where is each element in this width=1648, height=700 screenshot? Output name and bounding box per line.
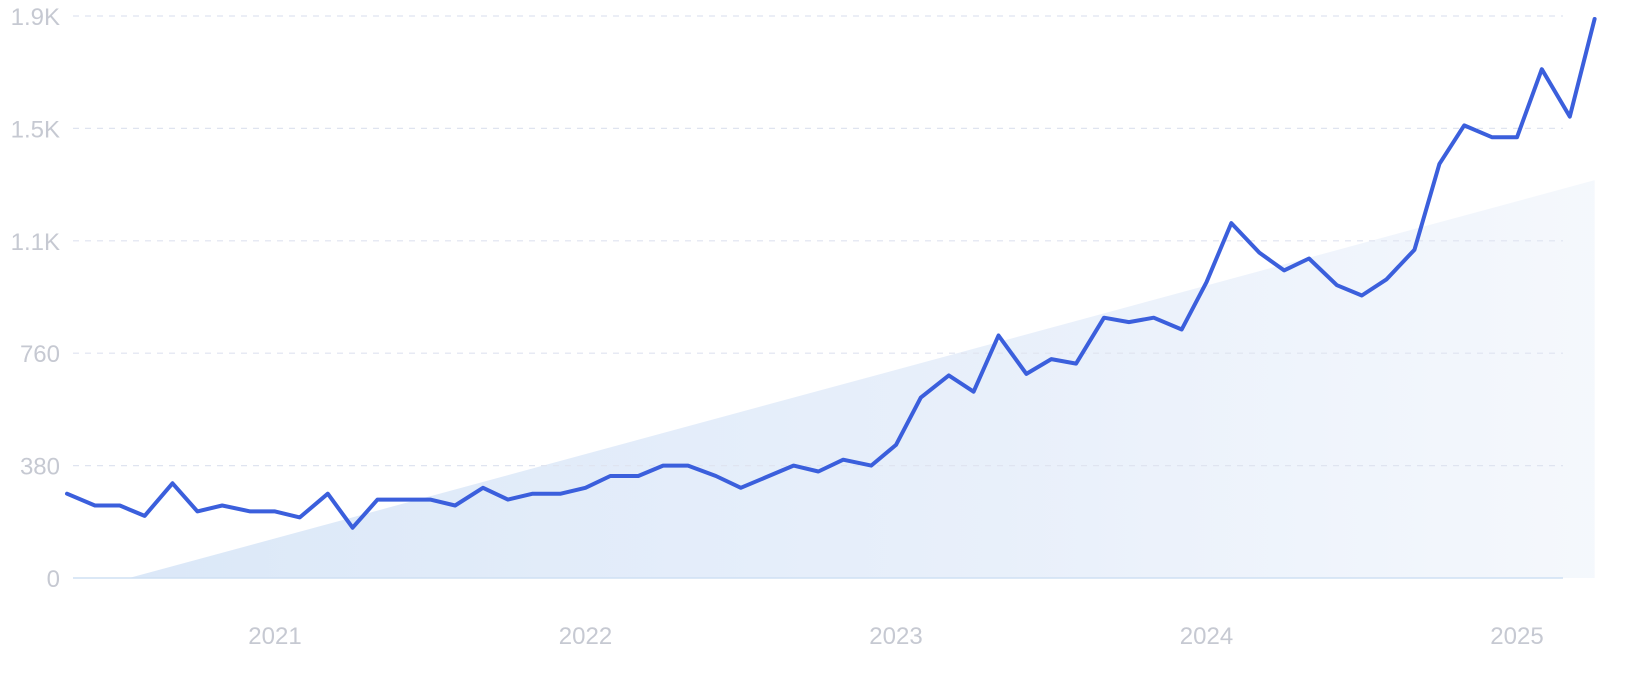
x-tick-label: 2022 — [559, 623, 612, 650]
data-point — [480, 485, 486, 491]
data-point — [1334, 282, 1340, 288]
data-point — [1151, 315, 1157, 321]
y-tick-label: 760 — [20, 341, 60, 368]
data-point — [1023, 371, 1029, 377]
data-point — [1228, 220, 1234, 226]
data-point — [247, 508, 253, 514]
data-point — [142, 513, 148, 519]
data-point — [607, 473, 613, 479]
grid-layer — [73, 15, 1563, 579]
data-point — [946, 372, 952, 378]
data-point — [685, 463, 691, 469]
data-point — [1306, 256, 1312, 262]
data-point — [1514, 134, 1520, 140]
data-point — [194, 508, 200, 514]
data-point — [918, 395, 924, 401]
data-point — [1359, 293, 1365, 299]
data-point — [713, 473, 719, 479]
data-point — [1179, 327, 1185, 333]
data-point — [64, 491, 70, 497]
x-tick-label: 2025 — [1490, 623, 1543, 650]
data-point — [452, 503, 458, 509]
data-point — [427, 497, 433, 503]
data-point — [375, 497, 381, 503]
data-point — [635, 473, 641, 479]
series-line — [65, 17, 1597, 530]
trend-area — [129, 180, 1595, 579]
data-point — [325, 491, 331, 497]
data-point — [738, 485, 744, 491]
data-point — [297, 514, 303, 520]
data-point — [763, 474, 769, 480]
data-point — [558, 491, 564, 497]
data-point — [350, 525, 356, 531]
data-point — [996, 333, 1002, 339]
y-axis: 0 380 760 1.1K 1.5K 1.9K — [11, 4, 60, 593]
data-point — [583, 485, 589, 491]
data-point — [1461, 122, 1467, 128]
x-tick-label: 2023 — [869, 623, 922, 650]
data-point — [815, 469, 821, 475]
data-point — [868, 463, 874, 469]
data-point — [1412, 247, 1418, 253]
x-axis: 2021 2022 2023 2024 2025 — [248, 623, 1543, 650]
data-point — [117, 503, 123, 509]
x-tick-label: 2021 — [248, 623, 301, 650]
y-tick-label: 1.1K — [11, 229, 60, 256]
data-point — [1539, 66, 1545, 72]
data-point — [1256, 250, 1262, 256]
data-point — [1489, 134, 1495, 140]
data-point — [1436, 161, 1442, 167]
data-point — [971, 389, 977, 395]
data-point — [1592, 16, 1598, 22]
data-point — [219, 503, 225, 509]
data-point — [660, 463, 666, 469]
data-point — [530, 491, 536, 497]
y-tick-label: 0 — [47, 566, 60, 593]
y-tick-label: 380 — [20, 454, 60, 481]
y-tick-label: 1.9K — [11, 4, 60, 31]
data-point — [840, 457, 846, 463]
x-tick-label: 2024 — [1180, 623, 1233, 650]
data-point — [92, 503, 98, 509]
data-point — [791, 463, 797, 469]
data-point — [1567, 114, 1573, 120]
data-point — [272, 508, 278, 514]
data-point — [170, 480, 176, 486]
data-point — [893, 442, 899, 448]
series-layer — [64, 16, 1598, 531]
data-point — [1126, 319, 1132, 325]
data-point — [1281, 267, 1287, 273]
data-point — [1384, 276, 1390, 282]
data-point — [402, 497, 408, 503]
data-point — [1204, 279, 1210, 285]
trend-area-layer — [129, 180, 1595, 579]
data-point — [505, 497, 511, 503]
data-point — [1073, 361, 1079, 367]
y-tick-label: 1.5K — [11, 116, 60, 143]
data-point — [1101, 315, 1107, 321]
data-point — [1048, 356, 1054, 362]
